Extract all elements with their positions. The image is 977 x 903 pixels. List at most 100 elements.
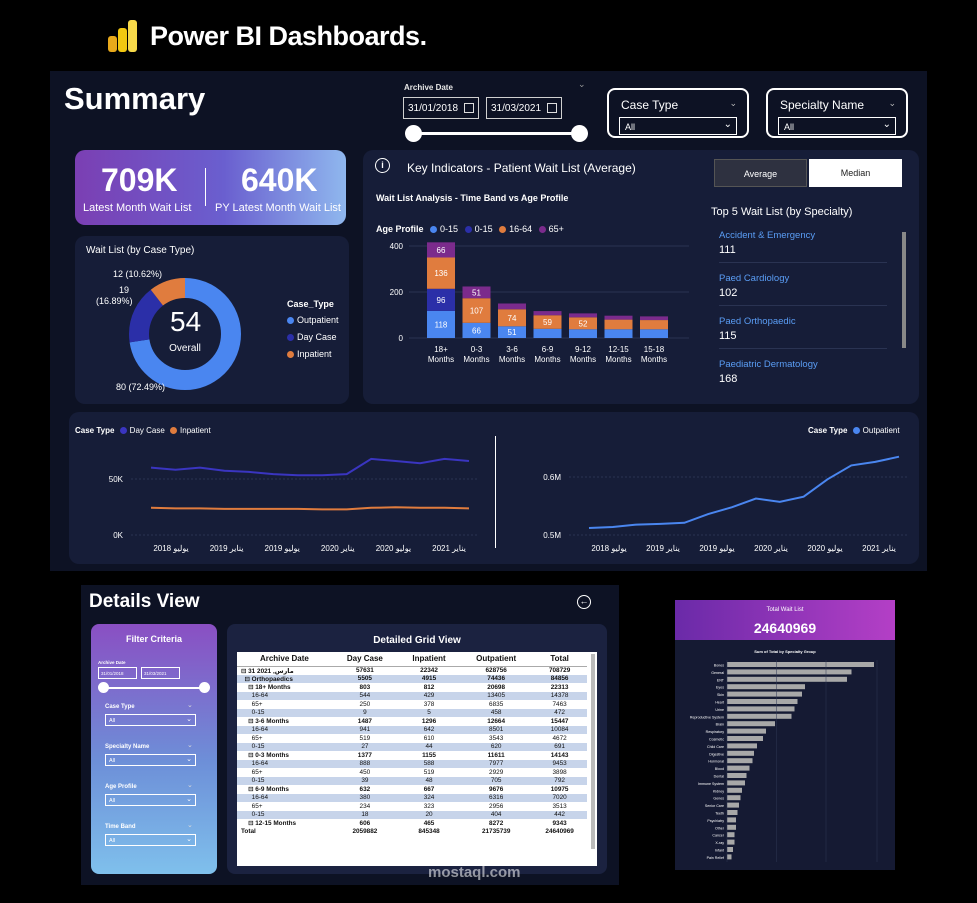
toggle-median-button[interactable]: Median [809,159,902,187]
details-filter-label: Time Band [105,824,136,830]
grid-table-container[interactable]: Archive Date Day Case Inpatient Outpatient T… [237,652,597,866]
specialty-label: Child Care [707,745,724,749]
table-row[interactable]: ⊟ 0-3 Months 1377 1155 11611 14143 [237,751,587,760]
table-row[interactable]: 16-64 544 429 13405 14378 [237,691,587,700]
filter-criteria-title: Filter Criteria [125,634,183,644]
table-cell: 234 [359,802,371,810]
table-cell: 1296 [421,717,437,725]
table-cell: 450 [359,768,371,776]
calendar-icon[interactable] [464,103,474,113]
top5-item-name: Paed Orthopaedic [719,316,796,327]
specialty-bar [727,854,732,860]
chevron-down-icon[interactable]: ⌄ [187,822,193,829]
table-row[interactable]: 16-64 888 588 7977 9453 [237,759,587,768]
column-header[interactable]: Archive Date [237,652,332,667]
case-type-dropdown[interactable]: All ⌄ [619,117,737,135]
table-cell: ⊟ 18+ Months [241,684,291,692]
table-row[interactable]: ⊟ 12-15 Months 606 465 8272 9343 [237,819,587,828]
specialty-label: Cosmetic [709,738,724,742]
bar-segment [533,328,562,338]
details-filter-dropdown[interactable]: All ⌄ [105,834,196,846]
date-slider-end-handle[interactable] [571,125,588,142]
table-row[interactable]: ⊟ 18+ Months 803 812 20698 22313 [237,683,587,692]
dropdown-arrow-icon: ⌄ [186,716,192,723]
details-slider-track[interactable] [103,687,207,689]
donut-label-daycase-count: 19 [119,285,130,295]
table-row[interactable]: ⊟ Orthopaedics 5505 4915 74436 84856 [237,674,587,683]
grid-scrollbar[interactable] [591,654,595,849]
slicer-chevron-icon[interactable]: ⌄ [578,79,586,89]
bar-segment [569,317,597,330]
table-cell: 14143 [550,751,569,759]
total-header: Total Wait List 24640969 [675,600,895,640]
table-cell: 803 [359,683,371,691]
date-slider-track[interactable] [412,132,580,135]
latest-wait-list-value: 709K [101,162,178,198]
table-cell: 620 [460,742,533,751]
toggle-average-button[interactable]: Average [714,159,807,187]
table-cell: 7977 [460,759,533,768]
date-slider-start-handle[interactable] [405,125,422,142]
specialty-bar [727,817,736,823]
x-tick-label: Months [534,355,560,364]
table-row[interactable]: ⊟ 31 2021 ,مارس 57631 22342 628756 708729 [237,666,587,675]
table-row[interactable]: 0-15 27 44 620 691 [237,742,587,751]
top5-item-name: Paed Cardiology [719,273,790,284]
details-filter-dropdown[interactable]: All ⌄ [105,714,196,726]
column-header[interactable]: Day Case [331,652,398,667]
specialty-name-filter[interactable]: Specialty Name ⌄ All ⌄ [766,88,908,138]
date-to-input[interactable]: 31/03/2021 [486,97,562,119]
specialty-bar [727,802,739,808]
table-cell: 15447 [550,717,569,725]
specialty-bar [727,713,792,719]
table-cell: 7020 [532,793,587,802]
chevron-down-icon[interactable]: ⌄ [187,742,193,749]
table-row[interactable]: 65+ 234 323 2956 3513 [237,802,587,811]
specialty-name-dropdown[interactable]: All ⌄ [778,117,896,135]
column-header[interactable]: Total [532,652,587,667]
table-row[interactable]: 65+ 450 519 2929 3898 [237,768,587,777]
details-filter-dropdown[interactable]: All ⌄ [105,794,196,806]
chevron-down-icon[interactable]: ⌄ [187,702,193,709]
x-tick-label: يوليو 2019 [265,544,300,553]
case-type-filter[interactable]: Case Type ⌄ All ⌄ [607,88,749,138]
table-row[interactable]: 65+ 519 610 3543 4672 [237,734,587,743]
table-row[interactable]: ⊟ 6-9 Months 632 667 9676 10975 [237,785,587,794]
table-row[interactable]: 0-15 18 20 404 442 [237,810,587,819]
table-row[interactable]: Total 2059882 845348 21735739 24640969 [237,828,587,837]
table-cell: 16-64 [237,691,332,700]
bar-segment [533,315,562,329]
chevron-down-icon[interactable]: ⌄ [888,98,896,108]
details-slider-end-handle[interactable] [199,682,210,693]
table-row[interactable]: 0-15 39 48 705 792 [237,776,587,785]
details-slider-start-handle[interactable] [98,682,109,693]
table-row[interactable]: 16-64 941 642 8501 10084 [237,725,587,734]
table-row[interactable]: 0-15 9 5 458 472 [237,708,587,717]
table-cell: 57631 [355,667,374,674]
table-cell: 11611 [487,751,505,759]
info-icon[interactable]: i [375,158,390,173]
details-date-to[interactable]: 31/03/2021 [141,667,180,679]
chevron-down-icon[interactable]: ⌄ [187,782,193,789]
chevron-down-icon[interactable]: ⌄ [729,98,737,108]
bar-segment [462,322,491,338]
table-row[interactable]: ⊟ 3-6 Months 1487 1296 12664 15447 [237,717,587,726]
details-date-from[interactable]: 31/01/2018 [98,667,137,679]
calendar-icon[interactable] [547,103,557,113]
table-row[interactable]: 65+ 250 378 6835 7463 [237,700,587,709]
table-cell: 323 [423,802,435,810]
column-header[interactable]: Outpatient [460,652,533,667]
column-header[interactable]: Inpatient [397,652,461,667]
specialty-bar [727,832,735,838]
table-cell: Total [241,828,256,836]
top5-scrollbar[interactable] [902,232,906,348]
bar-segment [569,313,597,318]
date-from-input[interactable]: 31/01/2018 [403,97,479,119]
back-arrow-icon[interactable]: ← [577,595,591,609]
specialty-label: Infant [715,849,724,853]
table-row[interactable]: 16-64 380 324 6316 7020 [237,793,587,802]
brand-title: Power BI Dashboards. [150,20,427,51]
donut-legend-title: Case_Type [287,299,334,309]
details-view-panel: Details View ← Filter Criteria Archive D… [81,585,619,885]
details-filter-dropdown[interactable]: All ⌄ [105,754,196,766]
